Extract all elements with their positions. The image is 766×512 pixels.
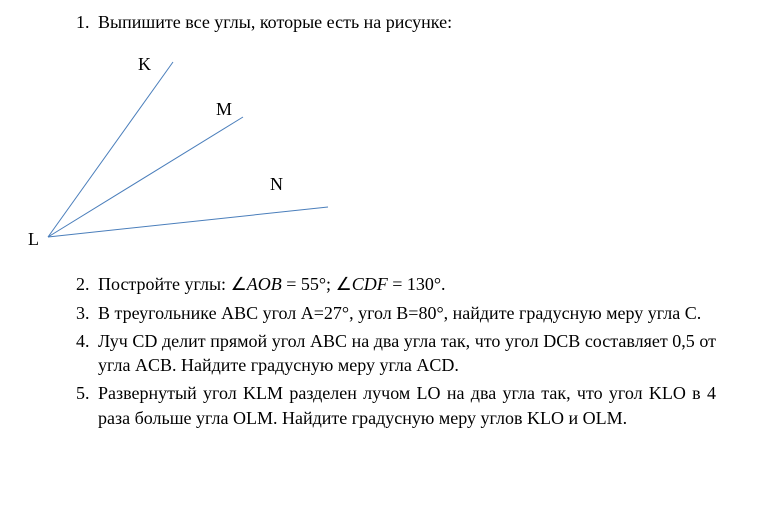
question-1: Выпишите все углы, которые есть на рисун… bbox=[94, 10, 716, 262]
question-3: В треугольнике ABC угол A=27°, угол B=80… bbox=[94, 301, 716, 325]
diagram-svg bbox=[28, 42, 348, 262]
question-4: Луч CD делит прямой угол ABC на два угла… bbox=[94, 329, 716, 378]
q2-ang2-eq: = 130°. bbox=[388, 274, 446, 294]
ray-LK bbox=[48, 62, 173, 237]
q2-ang2-name: CDF bbox=[352, 274, 388, 294]
label-M: M bbox=[216, 97, 232, 121]
question-list: Выпишите все углы, которые есть на рисун… bbox=[50, 10, 716, 430]
q2-prefix: Постройте углы: bbox=[98, 274, 231, 294]
q2-ang1-name: AOB bbox=[247, 274, 282, 294]
q2-ang1-lead: ∠ bbox=[231, 274, 247, 294]
label-N: N bbox=[270, 172, 283, 196]
q2-ang2-lead: ∠ bbox=[336, 274, 352, 294]
q5-text: Развернутый угол KLM разделен лучом LO н… bbox=[98, 383, 716, 427]
question-5: Развернутый угол KLM разделен лучом LO н… bbox=[94, 381, 716, 430]
question-2: Постройте углы: ∠AOB = 55°; ∠CDF = 130°. bbox=[94, 272, 716, 296]
q3-text: В треугольнике ABC угол A=27°, угол B=80… bbox=[98, 303, 701, 323]
label-L: L bbox=[28, 227, 39, 251]
page: Выпишите все углы, которые есть на рисун… bbox=[0, 0, 766, 512]
q2-ang1-eq: = 55°; bbox=[282, 274, 336, 294]
angle-diagram: L K M N bbox=[28, 42, 348, 262]
q4-text: Луч CD делит прямой угол ABC на два угла… bbox=[98, 331, 716, 375]
q1-text: Выпишите все углы, которые есть на рисун… bbox=[98, 12, 452, 32]
label-K: K bbox=[138, 52, 151, 76]
